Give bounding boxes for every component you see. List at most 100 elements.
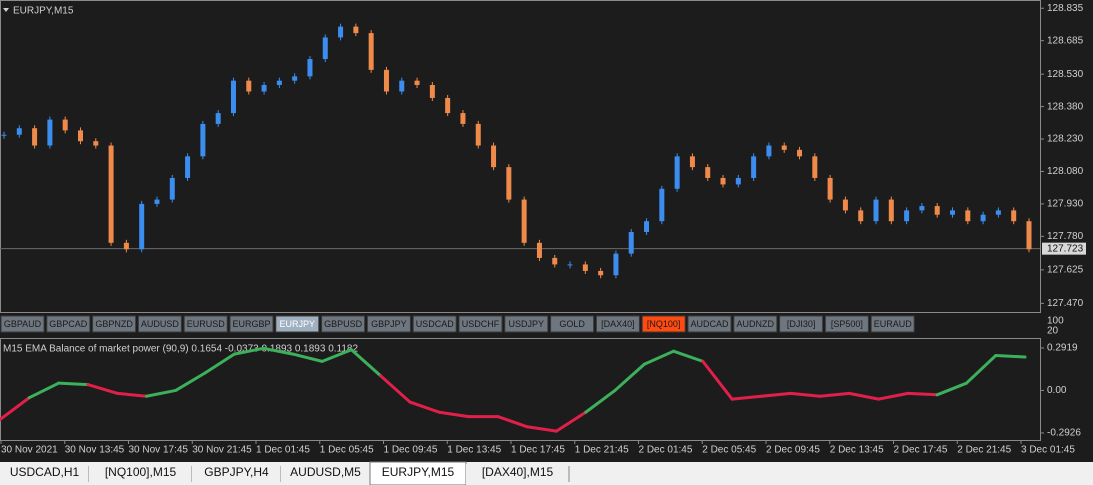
symbol-label[interactable]: AUDNZD — [737, 319, 775, 329]
symbol-button[interactable] — [92, 315, 137, 333]
indicator-label: 0.00 — [1047, 385, 1067, 396]
candle — [980, 214, 986, 222]
indicator-segment — [789, 391, 822, 398]
indicator-segment — [232, 346, 266, 356]
symbol-button[interactable] — [46, 315, 91, 333]
candle — [934, 206, 940, 215]
symbol-label[interactable]: EURUSD — [187, 319, 226, 329]
symbol-button[interactable] — [366, 315, 411, 333]
candle — [215, 113, 221, 124]
time-label: 1 Dec 01:45 — [256, 445, 310, 456]
candle — [689, 156, 695, 168]
tab-label[interactable]: [DAX40],M15 — [482, 465, 554, 479]
symbol-label[interactable]: [SP500] — [831, 319, 863, 329]
symbol-button[interactable] — [824, 315, 869, 333]
tab-label[interactable]: GBPJPY,H4 — [204, 465, 269, 479]
candle — [139, 203, 145, 250]
symbol-button[interactable] — [412, 315, 457, 333]
time-label: 2 Dec 01:45 — [639, 445, 693, 456]
candle — [827, 177, 833, 200]
candle — [751, 156, 757, 178]
symbol-button[interactable] — [183, 315, 228, 333]
indicator-segment — [0, 396, 31, 422]
time-label: 3 Dec 01:45 — [1021, 445, 1075, 456]
tab[interactable] — [466, 464, 569, 485]
indicator-segment — [964, 354, 998, 385]
candle — [965, 210, 971, 222]
symbol-label[interactable]: [NQ100] — [647, 319, 681, 329]
candle — [1026, 221, 1032, 250]
time-label: 2 Dec 21:45 — [957, 445, 1011, 456]
symbol-button[interactable] — [137, 315, 182, 333]
time-label: 30 Nov 2021 — [1, 445, 58, 456]
symbol-label[interactable]: GBPCAD — [49, 319, 88, 329]
symbol-label[interactable]: GBPNZD — [95, 319, 133, 329]
symbol-label[interactable]: GBPJPY — [371, 319, 407, 329]
symbol-label[interactable]: EURAUD — [874, 319, 913, 329]
symbol-button[interactable] — [504, 315, 549, 333]
candle — [506, 167, 512, 200]
symbol-label[interactable]: [DAX40] — [601, 319, 635, 329]
indicator-segment — [291, 352, 324, 363]
candle — [491, 145, 497, 168]
symbol-label[interactable]: USDJPY — [509, 319, 545, 329]
candle — [521, 199, 527, 243]
tab[interactable] — [281, 464, 370, 485]
tab-label[interactable]: USDCAD,H1 — [10, 465, 80, 479]
tab-label[interactable]: AUDUSD,M5 — [290, 465, 361, 479]
symbol-button[interactable] — [641, 315, 686, 333]
symbol-label[interactable]: [DJI30] — [787, 319, 816, 329]
candle — [399, 80, 405, 92]
symbol-button[interactable] — [458, 315, 503, 333]
candle — [720, 177, 726, 185]
current-price-box — [1042, 242, 1086, 255]
indicator-label: 0.2919 — [1047, 343, 1078, 354]
candle — [888, 199, 894, 222]
indicator-segment — [174, 371, 207, 392]
time-label: 2 Dec 05:45 — [702, 445, 756, 456]
candle — [276, 80, 282, 85]
indicator-segment — [759, 391, 793, 398]
symbol-label[interactable]: GOLD — [559, 319, 585, 329]
current-price-label: 127.723 — [1047, 243, 1084, 254]
symbol-label[interactable]: EURGBP — [232, 319, 270, 329]
menu-arrow[interactable] — [3, 8, 9, 12]
price-label: 128.685 — [1047, 35, 1084, 46]
symbol-button[interactable] — [870, 315, 915, 333]
indicator-segment — [379, 374, 412, 404]
symbol-label[interactable]: AUDUSD — [141, 319, 180, 329]
symbol-button[interactable] — [595, 315, 640, 333]
candle — [705, 167, 711, 178]
indicator-segment — [496, 415, 529, 429]
symbol-label[interactable]: AUDCAD — [690, 319, 729, 329]
tab[interactable] — [89, 464, 192, 485]
symbol-button[interactable] — [0, 315, 45, 333]
symbol-button[interactable] — [321, 315, 366, 333]
tab-label[interactable]: [NQ100],M15 — [105, 465, 177, 479]
candle — [261, 84, 267, 92]
indicator-segment — [642, 349, 676, 366]
symbol-button[interactable] — [733, 315, 778, 333]
symbol-button[interactable] — [275, 315, 320, 333]
tab[interactable] — [192, 464, 281, 485]
time-label: 30 Nov 21:45 — [192, 445, 252, 456]
indicator-segment — [935, 381, 968, 397]
candle — [1, 134, 7, 136]
symbol-button[interactable] — [229, 315, 274, 333]
candle — [659, 188, 665, 222]
candle — [858, 210, 864, 222]
symbol-button[interactable] — [779, 315, 824, 333]
symbol-label[interactable]: USDCAD — [416, 319, 455, 329]
indicator-segment — [818, 391, 851, 398]
indicator-segment — [525, 425, 558, 433]
tab[interactable] — [0, 464, 89, 485]
tab-label[interactable]: EURJPY,M15 — [382, 465, 455, 479]
symbol-button[interactable] — [687, 315, 732, 333]
symbol-button[interactable] — [550, 315, 595, 333]
symbol-label[interactable]: GBPAUD — [4, 319, 42, 329]
indicator-segment — [57, 381, 90, 387]
candle — [613, 253, 619, 276]
symbol-label[interactable]: EURJPY — [280, 319, 316, 329]
symbol-label[interactable]: USDCHF — [462, 319, 500, 329]
symbol-label[interactable]: GBPUSD — [324, 319, 363, 329]
